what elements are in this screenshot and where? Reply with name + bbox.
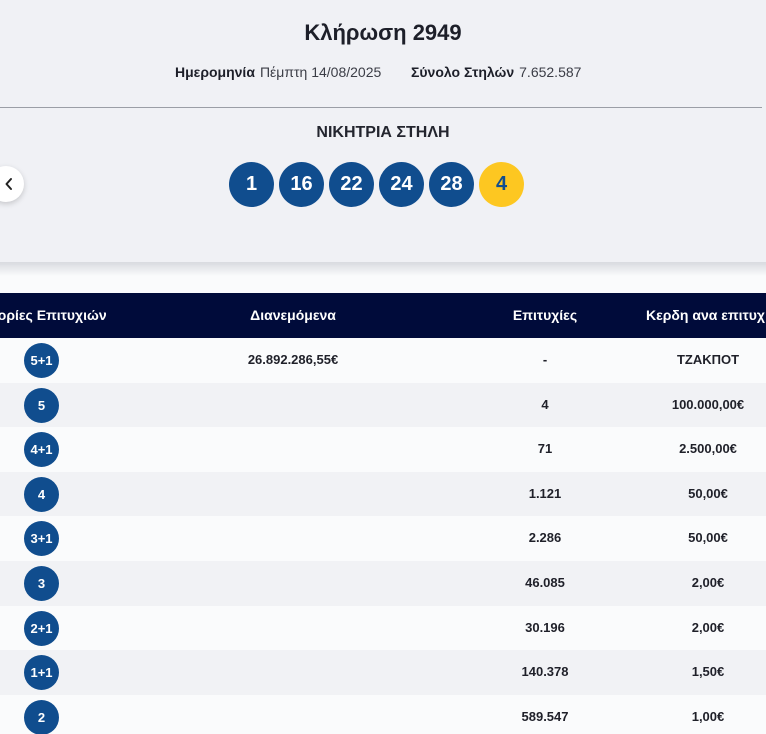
table-row: 5 4 100.000,00€ [0,382,766,428]
draw-title: Κλήρωση 2949 [304,20,462,45]
table-row: 3+1 2.286 50,00€ [0,516,766,561]
results-table-header: γορίες Επιτυχιών Διανεμόμενα Επιτυχίες Κ… [0,293,766,338]
winners-cell: 71 [537,441,553,457]
number-ball: 22 [329,162,374,207]
table-row: 3 46.085 2,00€ [0,560,766,606]
previous-draw-button[interactable] [0,166,24,202]
draw-date: Ημερομηνία Πέμπτη 14/08/2025 [175,64,381,80]
winning-column-label: ΝΙΚΗΤΡΙΑ ΣΤΗΛΗ [316,124,450,141]
winners-cell: 4 [541,396,549,412]
category-badge: 3+1 [24,521,59,557]
panel-shadow [0,262,766,276]
divider [0,107,762,108]
header-distributed: Διανεμόμενα [250,307,336,323]
distributed-cell [193,383,393,428]
category-badge: 5+1 [24,343,59,378]
chevron-left-icon [5,178,12,190]
category-badge: 3 [24,565,59,601]
number-ball: 24 [379,162,424,207]
prize-cell: 1,50€ [691,664,725,680]
category-badge: 4+1 [24,432,59,468]
distributed-cell [193,695,393,734]
prize-cell: 2,00€ [691,574,725,590]
distributed-cell [193,606,393,651]
winning-numbers: 1 16 22 24 28 4 [229,162,524,207]
distributed-cell [193,561,393,606]
winners-cell: 30.196 [525,619,565,635]
total-columns: Σύνολο Στηλών 7.652.587 [411,64,581,80]
prize-cell: 2.500,00€ [679,441,737,457]
distributed-cell [193,650,393,695]
date-label: Ημερομηνία [175,64,255,80]
winners-cell: 46.085 [525,574,565,590]
prize-cell: 2,00€ [691,619,725,635]
category-badge: 2 [24,699,59,734]
number-ball: 16 [279,162,324,207]
number-ball: 1 [229,162,274,207]
winners-cell: 1.121 [528,485,562,501]
category-badge: 4 [24,476,59,512]
prize-cell: 1,00€ [691,708,725,724]
table-row: 2 589.547 1,00€ [0,694,766,734]
prize-cell: 50,00€ [688,485,728,501]
table-row: 5+1 26.892.286,55€ - ΤΖΑΚΠΟΤ [0,338,766,383]
header-winners: Επιτυχίες [512,307,578,323]
draw-info-panel: Κλήρωση 2949 Ημερομηνία Πέμπτη 14/08/2025… [0,0,766,265]
distributed-cell [193,427,393,472]
prize-cell: 50,00€ [688,530,728,546]
columns-value: 7.652.587 [519,64,582,80]
category-badge: 2+1 [24,610,59,646]
number-ball: 28 [429,162,474,207]
table-row: 2+1 30.196 2,00€ [0,605,766,651]
distributed-cell [193,472,393,517]
table-row: 4 1.121 50,00€ [0,471,766,517]
joker-ball: 4 [479,162,524,207]
date-value: Πέμπτη 14/08/2025 [259,64,382,80]
results-table-body: 5+1 26.892.286,55€ - ΤΖΑΚΠΟΤ 5 4 100.000… [0,338,766,734]
distributed-cell [193,516,393,561]
prize-cell: ΤΖΑΚΠΟΤ [676,352,740,367]
winners-cell: 2.286 [528,530,562,546]
header-categories: γορίες Επιτυχιών [0,307,107,323]
table-row: 4+1 71 2.500,00€ [0,427,766,472]
winners-cell: 140.378 [521,664,569,680]
category-badge: 5 [24,387,59,423]
category-badge: 1+1 [24,655,59,691]
prize-cell: 100.000,00€ [671,396,745,412]
table-row: 1+1 140.378 1,50€ [0,650,766,695]
columns-label: Σύνολο Στηλών [411,64,515,80]
header-prize-per-winner: Κερδη ανα επιτυχ [646,307,765,323]
winners-cell: - [542,352,548,367]
winners-cell: 589.547 [521,708,569,724]
distributed-cell: 26.892.286,55€ [247,352,339,367]
